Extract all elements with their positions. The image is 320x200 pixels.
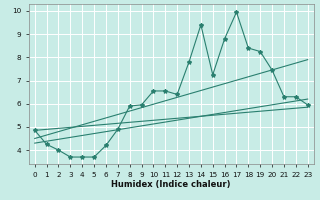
X-axis label: Humidex (Indice chaleur): Humidex (Indice chaleur) [111, 180, 231, 189]
